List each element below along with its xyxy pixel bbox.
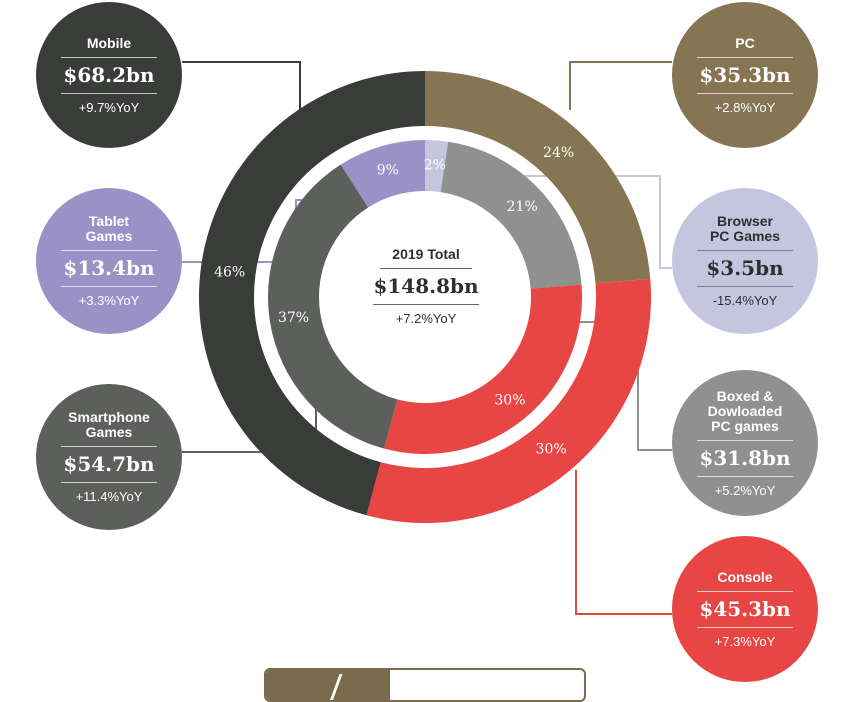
callout-console-name: Console (697, 569, 793, 592)
callout-browser-pc-games-yoy: -15.4%YoY (712, 293, 778, 308)
legend-box (264, 668, 586, 702)
callout-smartphone-games-value: $54.7bn (61, 447, 157, 483)
callout-boxed-downloaded-pc-games-yoy: +5.2%YoY (714, 482, 776, 498)
outer-ring-slice-console (366, 278, 651, 523)
inner-ring-slice-smartphone-games (268, 164, 398, 449)
outer-ring-pct-label-mobile: 46% (214, 264, 245, 280)
callout-mobile-value: $68.2bn (61, 58, 157, 94)
outer-ring-slice-mobile (199, 71, 425, 516)
inner-ring-pct-label-console: 30% (494, 392, 525, 408)
callout-pc-value: $35.3bn (697, 58, 793, 94)
callout-tablet-games: Tablet Games $13.4bn +3.3%YoY (36, 188, 182, 334)
connector-browser (430, 175, 672, 269)
inner-ring-slice-console (384, 284, 582, 454)
legend-swatch (266, 670, 390, 700)
inner-ring-slice-boxed-dowloaded-pc-games (440, 141, 582, 289)
callout-smartphone-games: Smartphone Games $54.7bn +11.4%YoY (36, 384, 182, 530)
outer-ring-slice-pc (425, 71, 651, 284)
callout-tablet-games-yoy: +3.3%YoY (78, 293, 140, 308)
outer-ring-pct-label-console: 30% (536, 441, 567, 457)
callout-browser-pc-games-name: Browser PC Games (697, 214, 793, 251)
callout-mobile-name: Mobile (61, 35, 157, 58)
callout-tablet-games-value: $13.4bn (61, 251, 157, 287)
callout-pc-yoy: +2.8%YoY (714, 99, 776, 115)
inner-ring-pct-label-smartphone-games: 37% (278, 310, 309, 326)
callout-smartphone-games-name: Smartphone Games (61, 410, 157, 447)
callout-smartphone-games-yoy: +11.4%YoY (75, 489, 143, 504)
callout-boxed-downloaded-pc-games: Boxed & Dowloaded PC games $31.8bn +5.2%… (672, 370, 818, 516)
callout-boxed-downloaded-pc-games-value: $31.8bn (697, 441, 793, 477)
callout-pc-name: PC (697, 35, 793, 58)
inner-ring-pct-label-tablet-games: 9% (377, 162, 399, 178)
callout-tablet-games-name: Tablet Games (61, 214, 157, 251)
callout-console-value: $45.3bn (697, 592, 793, 628)
connector-mobile (182, 61, 301, 110)
callout-mobile: Mobile $68.2bn +9.7%YoY (36, 2, 182, 148)
center-total: 2019 Total $148.8bn +7.2%YoY (344, 246, 508, 346)
callout-browser-pc-games: Browser PC Games $3.5bn -15.4%YoY (672, 188, 818, 334)
callout-console: Console $45.3bn +7.3%YoY (672, 536, 818, 682)
callout-console-yoy: +7.3%YoY (714, 633, 776, 649)
callout-mobile-yoy: +9.7%YoY (78, 99, 140, 115)
inner-ring-slice-tablet-games (340, 140, 425, 208)
center-total-title: 2019 Total (380, 246, 472, 269)
inner-ring-pct-label-browser-pc-games: 2% (424, 157, 446, 173)
connector-console (575, 470, 672, 615)
center-total-yoy: +7.2%YoY (395, 311, 457, 326)
inner-ring-pct-label-boxed-dowloaded-pc-games: 21% (507, 199, 538, 215)
inner-ring-slice-browser-pc-games (425, 140, 449, 193)
connector-pc (569, 61, 672, 110)
callout-boxed-downloaded-pc-games-name: Boxed & Dowloaded PC games (697, 388, 793, 441)
donut-chart: 24% 30% 46% 2% 21% 30% 37% 9% (182, 61, 672, 615)
callout-browser-pc-games-value: $3.5bn (697, 251, 793, 287)
outer-ring-pct-label-pc: 24% (543, 145, 574, 161)
callout-pc: PC $35.3bn +2.8%YoY (672, 2, 818, 148)
center-total-value: $148.8bn (373, 269, 479, 305)
